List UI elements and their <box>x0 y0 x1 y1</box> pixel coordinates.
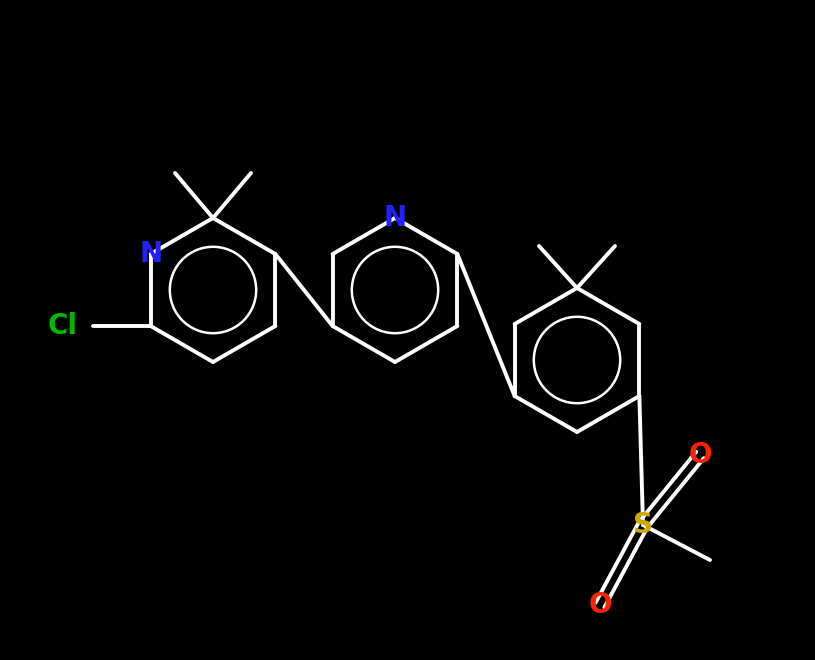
Text: Cl: Cl <box>47 312 77 340</box>
Text: S: S <box>633 511 653 539</box>
Text: O: O <box>588 591 612 619</box>
Text: N: N <box>139 240 162 268</box>
Text: O: O <box>688 441 711 469</box>
Text: N: N <box>383 204 407 232</box>
